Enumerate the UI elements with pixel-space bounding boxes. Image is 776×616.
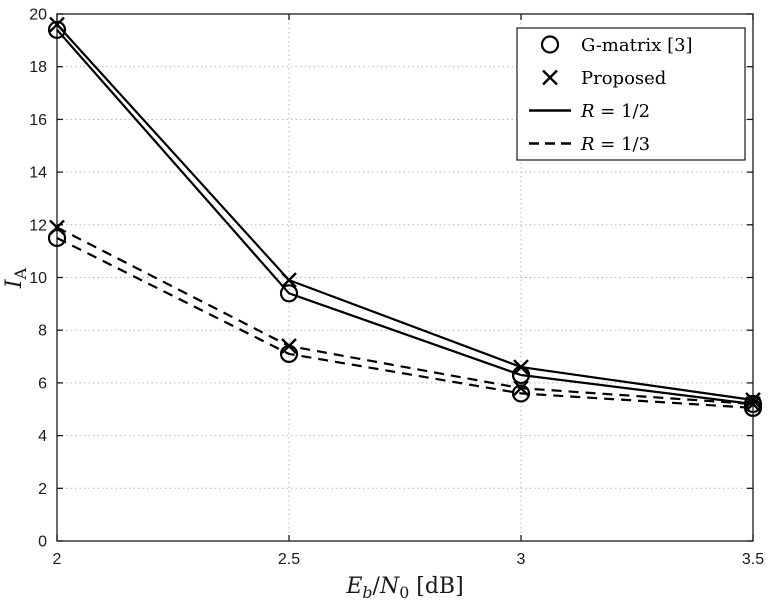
y-tick-label: 8 (38, 323, 47, 340)
marker-x-proposed-r13 (281, 338, 297, 354)
x-tick-label: 2.5 (278, 551, 300, 568)
series-line-proposed-r12 (56, 23, 754, 402)
y-axis-label-base: I (1, 279, 27, 289)
marker-x-proposed-r13 (745, 396, 761, 412)
x-axis-label-unit: [dB] (409, 573, 464, 599)
y-tick-label: 4 (38, 428, 47, 445)
legend-label: Proposed (581, 68, 666, 89)
marker-x-proposed-r12 (281, 272, 297, 288)
marker-x-proposed-r12 (49, 16, 65, 33)
marker-x-proposed-r12 (513, 359, 529, 375)
series-line-g-matrix-r12 (56, 29, 754, 406)
marker-circle-g-matrix-r13 (47, 228, 67, 248)
legend-label: G-matrix [3] (581, 35, 693, 56)
legend-item-4: R = 1/3 (529, 134, 650, 155)
x-axis-label: Eb/N0 [dB] (346, 574, 463, 602)
x-axis-label-zero: 0 (399, 583, 410, 603)
y-tick-label: 14 (29, 165, 47, 182)
y-tick-label: 12 (29, 217, 47, 234)
x-axis-label-e: E (346, 573, 363, 599)
legend-label: R = 1/3 (580, 134, 650, 155)
y-tick-label: 16 (29, 112, 47, 129)
legend-item-2: Proposed (542, 68, 666, 89)
y-axis-label-subscript: A (11, 267, 31, 280)
marker-x-proposed-r13 (49, 219, 65, 236)
x-tick-label: 3 (517, 551, 526, 568)
legend-item-3: R = 1/2 (529, 101, 650, 122)
y-tick-label: 6 (38, 375, 47, 392)
x-axis-label-b: b (362, 583, 373, 603)
x-axis-label-n: N (379, 573, 400, 599)
x-tick-label: 3.5 (742, 551, 764, 568)
y-tick-label: 0 (38, 534, 47, 551)
y-tick-label: 2 (38, 481, 47, 498)
x-axis-label-slash: / (372, 573, 380, 599)
series-line-g-matrix-r13 (56, 237, 754, 409)
y-axis-label: IA (2, 268, 30, 288)
legend-x-marker-icon (542, 69, 558, 86)
series-line-proposed-r13 (56, 226, 754, 406)
marker-circle-g-matrix-r13 (511, 384, 531, 403)
marker-circle-g-matrix-r12 (47, 20, 67, 39)
legend-label: R = 1/2 (580, 101, 650, 122)
marker-circle-g-matrix-r12 (279, 284, 299, 303)
marker-x-proposed-r13 (513, 380, 529, 397)
y-tick-label: 10 (29, 270, 47, 287)
marker-circle-g-matrix-r13 (743, 398, 763, 418)
legend-circle-marker-icon (540, 35, 560, 54)
legend-item-1: G-matrix [3] (540, 35, 693, 56)
y-tick-label: 18 (29, 59, 47, 76)
x-tick-label: 2 (53, 551, 62, 568)
y-tick-label: 20 (29, 7, 47, 24)
